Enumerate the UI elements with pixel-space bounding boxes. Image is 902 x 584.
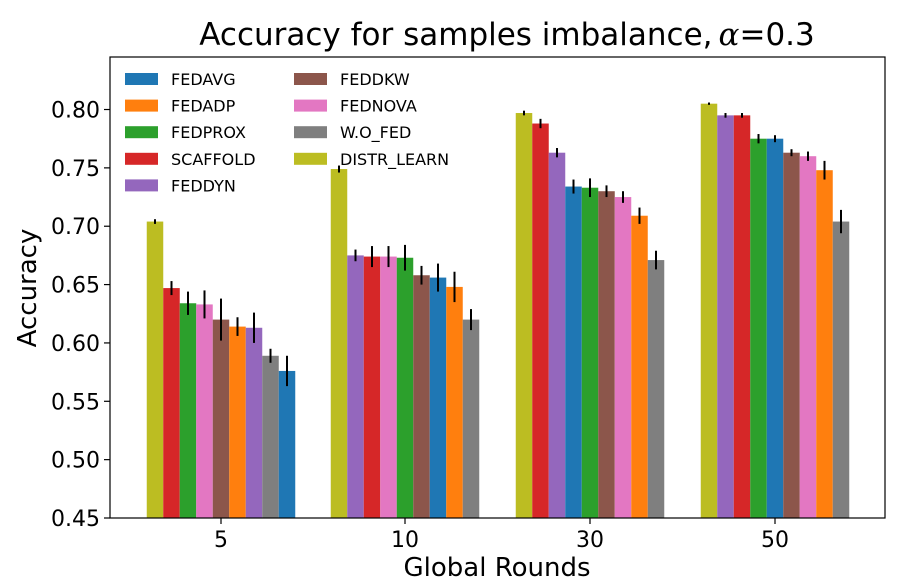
bar-fedadp-round-30 bbox=[631, 215, 648, 518]
x-axis-label: Global Rounds bbox=[403, 553, 590, 583]
legend-swatch-fedprox bbox=[125, 126, 158, 139]
legend-swatch-fedavg bbox=[125, 73, 158, 85]
legend-swatch-feddkw bbox=[294, 73, 327, 85]
y-tick-label: 0.65 bbox=[51, 274, 100, 299]
legend-swatch-fednova bbox=[294, 99, 327, 112]
y-axis: 0.45 0.50 0.55 0.60 0.65 0.70 0.75 0.80 bbox=[51, 99, 110, 532]
legend-swatch-scaffold bbox=[125, 152, 158, 165]
bar-w-o-fed-round-30 bbox=[647, 260, 665, 518]
bar-fedprox-round-10 bbox=[396, 257, 414, 518]
bar-distr-learn-round-10 bbox=[330, 169, 348, 518]
bar-feddkw-round-10 bbox=[413, 275, 430, 518]
y-axis-label: Accuracy bbox=[13, 229, 43, 348]
legend-swatch-w-o-fed bbox=[294, 126, 327, 139]
bar-feddkw-round-30 bbox=[598, 191, 615, 518]
bar-fedavg-round-10 bbox=[429, 277, 447, 518]
legend-label: DISTR_LEARN bbox=[340, 150, 449, 170]
bar-fedavg-round-50 bbox=[766, 138, 784, 518]
legend-label: FEDPROX bbox=[171, 123, 246, 142]
legend-label: FEDADP bbox=[171, 97, 236, 116]
bar-feddyn-round-10 bbox=[347, 255, 364, 518]
x-tick-label: 10 bbox=[391, 528, 419, 553]
x-axis: 5 10 30 50 bbox=[214, 518, 789, 553]
bar-fednova-round-50 bbox=[799, 156, 817, 519]
bar-scaffold-round-10 bbox=[363, 256, 381, 518]
legend-label: SCAFFOLD bbox=[171, 150, 256, 169]
legend: FEDAVG FEDADP FEDPROX SCAFFOLD FEDDYN FEDDKW F… bbox=[125, 70, 449, 195]
chart-title: Accuracy for samples imbalance, α=0.3 bbox=[199, 17, 815, 53]
bar-fedprox-round-5 bbox=[179, 303, 197, 518]
chart-title-suffix: =0.3 bbox=[739, 17, 814, 53]
legend-label: W.O_FED bbox=[340, 123, 411, 143]
bar-distr-learn-round-30 bbox=[515, 113, 533, 518]
error-bars-layer bbox=[154, 102, 842, 387]
bar-fednova-round-30 bbox=[614, 197, 632, 518]
bar-fedadp-round-10 bbox=[446, 286, 463, 518]
bar-feddkw-round-50 bbox=[783, 152, 800, 518]
x-tick-label: 5 bbox=[214, 528, 228, 553]
bar-fedprox-round-30 bbox=[581, 187, 599, 518]
bar-fednova-round-5 bbox=[196, 304, 213, 518]
legend-swatch-distr-learn bbox=[294, 152, 327, 165]
bar-feddyn-round-50 bbox=[717, 115, 734, 518]
bar-scaffold-round-5 bbox=[163, 288, 180, 518]
bar-fedprox-round-50 bbox=[750, 138, 767, 518]
plot-frame bbox=[109, 56, 886, 519]
y-tick-label: 0.75 bbox=[51, 157, 100, 182]
chart-title-symbol: α bbox=[719, 17, 740, 53]
bar-w-o-fed-round-5 bbox=[262, 355, 279, 518]
bar-fedadp-round-50 bbox=[816, 170, 833, 519]
legend-swatch-fedadp bbox=[125, 99, 158, 112]
bar-w-o-fed-round-50 bbox=[832, 221, 850, 518]
y-tick-label: 0.55 bbox=[51, 390, 100, 415]
bar-fedadp-round-5 bbox=[229, 326, 246, 518]
legend-label: FEDAVG bbox=[171, 70, 236, 89]
bar-fedavg-round-5 bbox=[278, 370, 296, 518]
bar-fedavg-round-30 bbox=[565, 186, 582, 519]
bar-distr-learn-round-5 bbox=[146, 221, 164, 518]
legend-swatch-feddyn bbox=[125, 179, 158, 192]
bar-scaffold-round-30 bbox=[532, 123, 549, 518]
legend-label: FEDDKW bbox=[340, 70, 410, 89]
bars-layer bbox=[146, 103, 850, 519]
bar-fednova-round-10 bbox=[380, 256, 397, 518]
bar-feddyn-round-5 bbox=[245, 327, 263, 518]
y-tick-label: 0.50 bbox=[51, 449, 100, 474]
chart-title-prefix: Accuracy for samples imbalance, bbox=[199, 17, 712, 53]
legend-label: FEDNOVA bbox=[340, 97, 417, 116]
bar-w-o-fed-round-10 bbox=[462, 319, 480, 518]
legend-label: FEDDYN bbox=[171, 176, 236, 195]
bar-distr-learn-round-50 bbox=[700, 103, 718, 519]
y-tick-label: 0.80 bbox=[51, 99, 100, 124]
y-tick-label: 0.60 bbox=[51, 332, 100, 357]
bar-scaffold-round-50 bbox=[733, 115, 751, 518]
bar-feddyn-round-30 bbox=[548, 152, 566, 518]
x-tick-label: 50 bbox=[761, 528, 789, 553]
bar-feddkw-round-5 bbox=[212, 319, 230, 518]
x-tick-label: 30 bbox=[576, 528, 604, 553]
y-tick-label: 0.45 bbox=[51, 507, 100, 532]
y-tick-label: 0.70 bbox=[51, 215, 100, 240]
